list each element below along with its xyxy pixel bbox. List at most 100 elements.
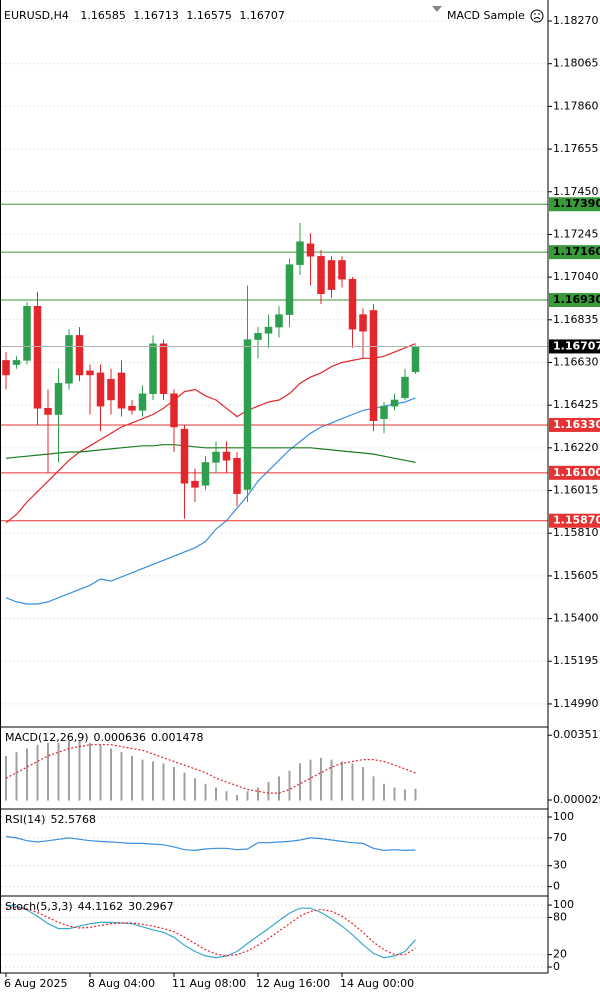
candle-body xyxy=(128,405,136,411)
low-value: 1.16575 xyxy=(186,9,232,22)
candle-body xyxy=(86,370,94,376)
macd-bar xyxy=(15,752,18,801)
price-level-tag xyxy=(549,465,600,480)
candle-body xyxy=(65,335,73,384)
expert-name: MACD Sample xyxy=(447,9,525,22)
current-price-tag xyxy=(549,339,600,354)
moving-average xyxy=(5,444,416,463)
candle-body xyxy=(390,399,399,407)
candle-body xyxy=(149,343,157,394)
macd-bar xyxy=(57,742,60,801)
macd-bar xyxy=(330,759,333,801)
open-value: 1.16585 xyxy=(80,9,126,22)
candle-body xyxy=(12,360,21,365)
macd-bar xyxy=(299,763,301,801)
candle-body xyxy=(222,451,231,461)
macd-bar xyxy=(341,761,343,801)
y-tick-label: 30 xyxy=(553,859,567,872)
y-tick-label: 1.17040 xyxy=(553,270,599,283)
candle-body xyxy=(44,408,52,415)
macd-bar xyxy=(246,791,249,801)
candle-body xyxy=(306,243,315,257)
indicator-title: Stoch(5,3,3) 44.1162 30.2967 xyxy=(5,900,174,913)
close-value: 1.16707 xyxy=(239,9,285,22)
symbol: EURUSD,H4 xyxy=(4,9,69,22)
candle-body xyxy=(380,405,388,419)
price-level-tag xyxy=(549,417,600,432)
macd-bar xyxy=(78,741,81,801)
indicator-line xyxy=(5,835,416,852)
macd-bar xyxy=(5,755,7,801)
macd-bar xyxy=(383,783,385,801)
candle-body xyxy=(54,383,63,415)
macd-bar xyxy=(110,748,112,801)
candle-body xyxy=(327,260,336,290)
candle-body xyxy=(369,310,378,422)
x-tick-label: 8 Aug 04:00 xyxy=(88,977,155,990)
candle-body xyxy=(212,451,220,463)
candle-body xyxy=(254,333,262,340)
x-tick-label: 14 Aug 00:00 xyxy=(340,977,414,990)
indicator-title: RSI(14) 52.5768 xyxy=(5,813,96,826)
candle-body xyxy=(296,241,304,265)
y-tick-label: 0 xyxy=(553,960,560,973)
indicator-value: 30.2967 xyxy=(128,900,174,913)
y-tick-label: 0.000029 xyxy=(553,793,600,806)
macd-bar xyxy=(267,781,270,801)
y-tick-label: 1.15195 xyxy=(553,654,599,667)
price-level-tag xyxy=(549,245,600,260)
chart-header: EURUSD,H4 1.16585 1.16713 1.16575 1.1670… xyxy=(4,9,285,22)
macd-bar xyxy=(257,787,259,801)
macd-bar xyxy=(393,787,396,801)
macd-bar xyxy=(215,787,217,801)
indicator-name: MACD(12,26,9) xyxy=(5,731,89,744)
y-tick-label: 1.17245 xyxy=(553,227,599,240)
x-tick-label: 11 Aug 08:00 xyxy=(172,977,246,990)
macd-bar xyxy=(162,763,165,801)
candle-body xyxy=(338,260,346,280)
macd-bar xyxy=(183,772,186,801)
moving-average xyxy=(5,343,416,524)
y-tick-label: 1.15605 xyxy=(553,569,599,582)
moving-average xyxy=(5,397,416,605)
macd-bar xyxy=(173,767,175,801)
macd-bar xyxy=(141,759,144,801)
macd-bar xyxy=(278,776,280,801)
price-level-tag xyxy=(549,513,600,528)
signal-line xyxy=(5,744,416,794)
macd-bar xyxy=(372,776,375,801)
macd-bar xyxy=(152,761,154,801)
candle-body xyxy=(201,462,210,486)
candle-body xyxy=(180,428,189,484)
expand-arrow[interactable] xyxy=(432,6,442,12)
high-value: 1.16713 xyxy=(133,9,179,22)
y-tick-label: 0.003511 xyxy=(553,728,600,741)
candle-body xyxy=(159,343,168,394)
macd-bar xyxy=(26,748,28,801)
price-level-label: 1.16930 xyxy=(553,293,600,306)
y-tick-label: 20 xyxy=(553,948,567,961)
price-level-label: 1.16330 xyxy=(553,418,600,431)
candle-body xyxy=(348,278,357,330)
y-tick-label: 1.16630 xyxy=(553,355,599,368)
candle-body xyxy=(275,314,283,328)
candle-body xyxy=(170,393,178,428)
y-tick-label: 1.18270 xyxy=(553,14,599,27)
macd-bar xyxy=(309,759,312,801)
indicator-value: 52.5768 xyxy=(50,813,96,826)
candle-body xyxy=(285,264,294,315)
macd-bar xyxy=(351,763,354,801)
price-level-label: 1.15870 xyxy=(553,514,600,527)
candle-body xyxy=(243,339,252,490)
price-level-label: 1.16100 xyxy=(553,466,600,479)
y-tick-label: 0 xyxy=(553,880,560,893)
y-tick-label: 1.17450 xyxy=(553,185,599,198)
y-tick-label: 1.16220 xyxy=(553,441,599,454)
y-tick-label: 80 xyxy=(553,910,567,923)
macd-bar xyxy=(131,755,133,801)
candle-body xyxy=(359,314,367,332)
current-price-label: 1.16707 xyxy=(553,339,600,352)
macd-bar xyxy=(194,778,196,801)
